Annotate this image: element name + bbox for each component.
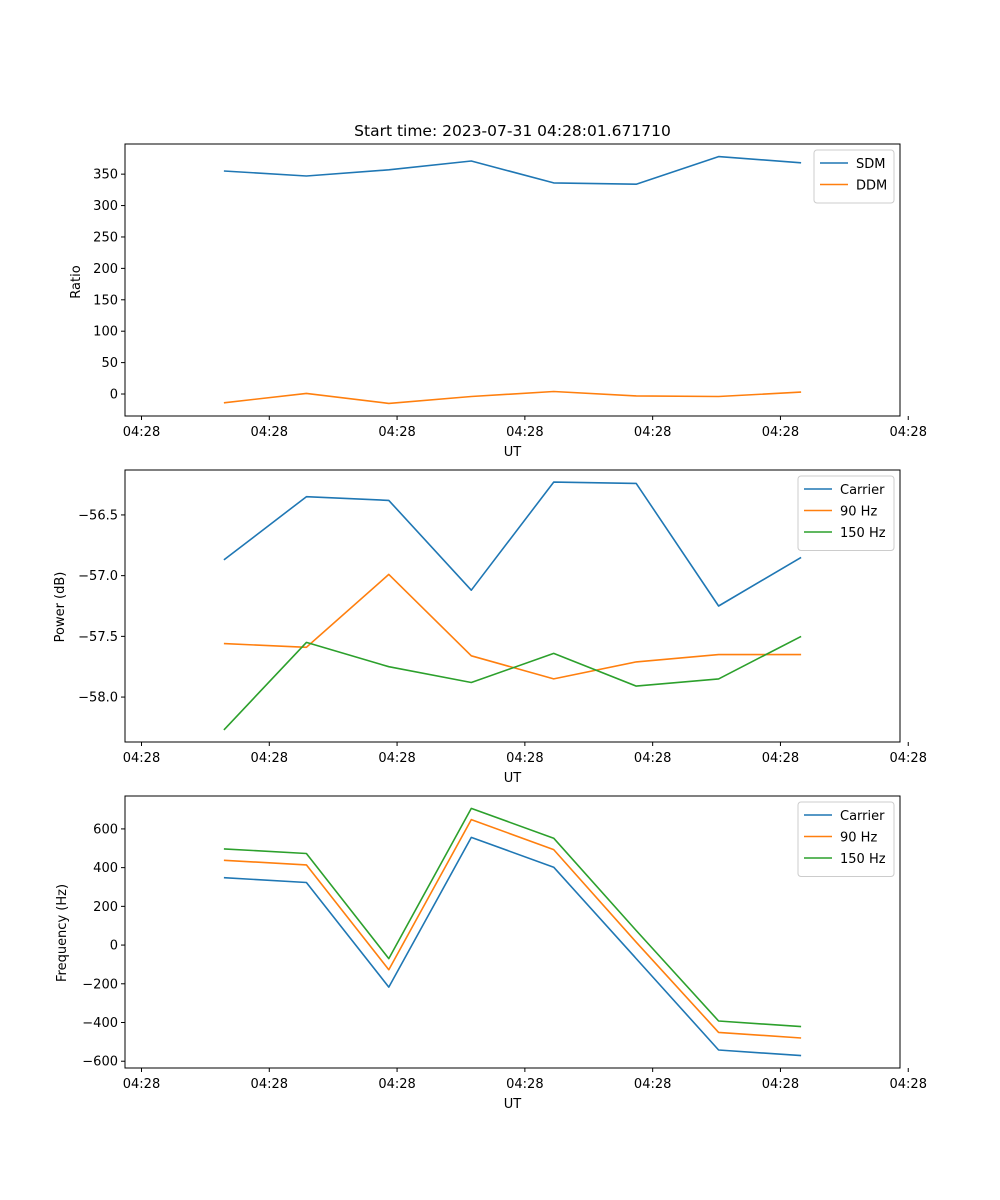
legend-label: DDM — [856, 179, 887, 194]
x-tick-label: 04:28 — [123, 425, 160, 440]
y-tick-label: 100 — [93, 325, 118, 340]
series-line-carrier — [223, 836, 802, 1057]
x-tick-label: 04:28 — [634, 751, 671, 766]
axes-frame — [124, 795, 901, 1069]
x-tick-label: 04:28 — [762, 751, 799, 766]
legend-label: 90 Hz — [840, 831, 877, 846]
x-tick-label: 04:28 — [506, 425, 543, 440]
legend-label: Carrier — [840, 483, 885, 498]
y-tick-label: 200 — [93, 262, 118, 277]
y-tick-label: −200 — [82, 977, 118, 992]
y-ticks: −58.0 −57.5 −57.0 −56.5 — [78, 508, 125, 706]
y-tick-label: 0 — [110, 939, 118, 954]
y-tick-label: 400 — [93, 861, 118, 876]
y-tick-label: −600 — [82, 1055, 118, 1070]
legend-label: 90 Hz — [840, 505, 877, 520]
power-subplot: 04:28 04:28 04:28 04:28 04:28 04:28 04:28 −58.… — [53, 469, 927, 786]
x-axis-label: UT — [504, 1097, 522, 1112]
y-tick-label: 50 — [101, 356, 118, 371]
series-line-sdm — [223, 155, 802, 185]
y-tick-label: 200 — [93, 900, 118, 915]
x-tick-label: 04:28 — [762, 1077, 799, 1092]
y-tick-label: 0 — [110, 388, 118, 403]
series-lines — [223, 807, 802, 1057]
ratio-subplot: Start time: 2023-07-31 04:28:01.671710 0… — [69, 122, 927, 460]
series-lines — [223, 481, 802, 731]
y-tick-label: 300 — [93, 199, 118, 214]
y-tick-label: 350 — [93, 168, 118, 183]
chart-title: Start time: 2023-07-31 04:28:01.671710 — [354, 122, 671, 140]
x-tick-label: 04:28 — [762, 425, 799, 440]
y-ticks: 0 50 100 150 200 250 300 350 — [93, 168, 125, 403]
series-line-150-hz — [223, 635, 802, 731]
x-tick-label: 04:28 — [890, 751, 927, 766]
y-axis-label: Power (dB) — [53, 572, 68, 643]
x-tick-label: 04:28 — [378, 425, 415, 440]
x-tick-label: 04:28 — [251, 1077, 288, 1092]
y-tick-label: −56.5 — [78, 508, 118, 523]
legend-label: Carrier — [840, 809, 885, 824]
legend-label: 150 Hz — [840, 526, 886, 541]
series-line-90-hz — [223, 818, 802, 1039]
x-tick-label: 04:28 — [890, 1077, 927, 1092]
series-lines — [223, 155, 802, 405]
legend: Carrier 90 Hz 150 Hz — [797, 801, 895, 877]
x-tick-label: 04:28 — [634, 425, 671, 440]
y-tick-label: −57.0 — [78, 569, 118, 584]
x-tick-label: 04:28 — [890, 425, 927, 440]
axes-frame — [124, 469, 901, 743]
frequency-subplot: 04:28 04:28 04:28 04:28 04:28 04:28 04:28 −600… — [55, 795, 927, 1112]
legend: Carrier 90 Hz 150 Hz — [797, 475, 895, 551]
y-tick-label: 600 — [93, 822, 118, 837]
x-ticks: 04:28 04:28 04:28 04:28 04:28 04:28 04:28 — [123, 416, 927, 440]
y-tick-label: 150 — [93, 293, 118, 308]
y-axis-label: Frequency (Hz) — [55, 884, 70, 982]
x-tick-label: 04:28 — [506, 751, 543, 766]
y-tick-label: −57.5 — [78, 630, 118, 645]
legend-label: 150 Hz — [840, 852, 886, 867]
x-tick-label: 04:28 — [378, 1077, 415, 1092]
legend: SDM DDM — [813, 149, 895, 204]
y-tick-label: −58.0 — [78, 691, 118, 706]
x-ticks: 04:28 04:28 04:28 04:28 04:28 04:28 04:28 — [123, 742, 927, 766]
series-line-150-hz — [223, 807, 802, 1028]
y-tick-label: 250 — [93, 230, 118, 245]
y-tick-label: −400 — [82, 1016, 118, 1031]
x-tick-label: 04:28 — [506, 1077, 543, 1092]
x-ticks: 04:28 04:28 04:28 04:28 04:28 04:28 04:28 — [123, 1068, 927, 1092]
series-line-carrier — [223, 481, 802, 607]
x-axis-label: UT — [504, 771, 522, 786]
y-axis-label: Ratio — [69, 265, 84, 298]
x-tick-label: 04:28 — [378, 751, 415, 766]
y-ticks: −600 −400 −200 0 200 400 600 — [82, 822, 125, 1070]
x-tick-label: 04:28 — [123, 751, 160, 766]
x-axis-label: UT — [504, 445, 522, 460]
x-tick-label: 04:28 — [123, 1077, 160, 1092]
x-tick-label: 04:28 — [634, 1077, 671, 1092]
x-tick-label: 04:28 — [251, 751, 288, 766]
legend-label: SDM — [856, 157, 885, 172]
axes-frame — [124, 143, 901, 417]
series-line-ddm — [223, 390, 802, 405]
x-tick-label: 04:28 — [251, 425, 288, 440]
